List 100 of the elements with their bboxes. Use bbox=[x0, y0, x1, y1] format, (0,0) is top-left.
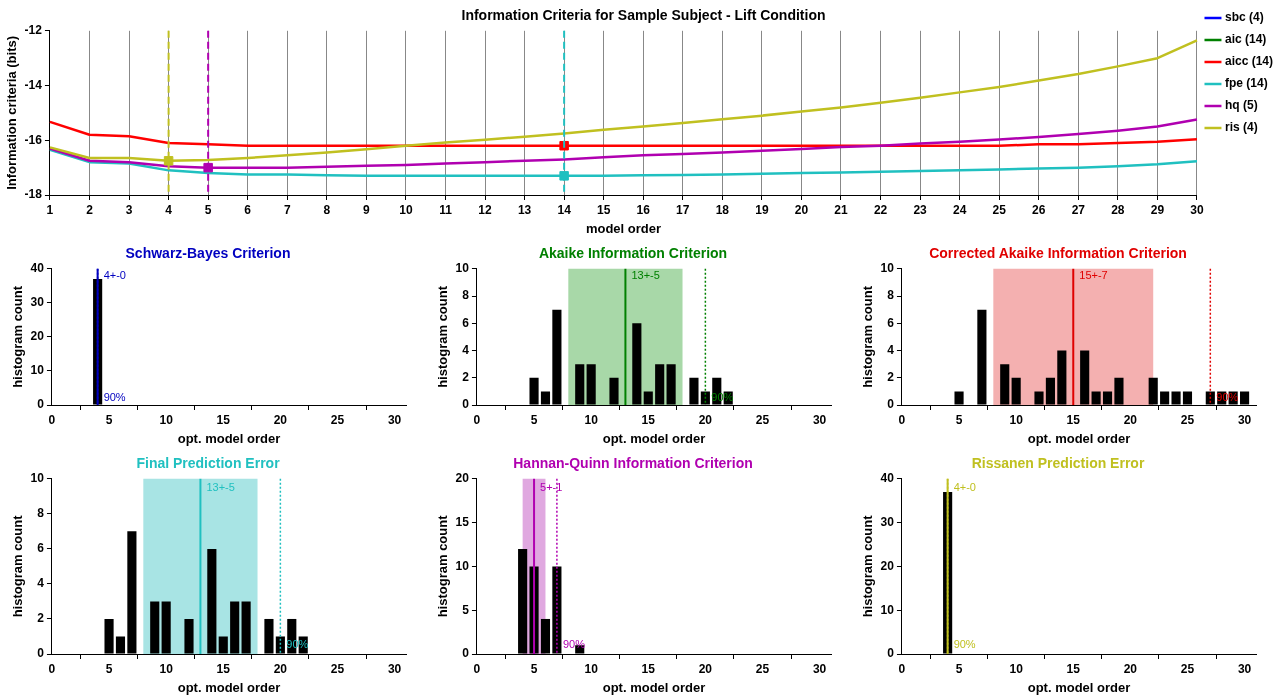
chart-title: Rissanen Prediction Error bbox=[971, 455, 1145, 472]
x-tick-label: 14 bbox=[557, 202, 572, 217]
x-tick-label: 22 bbox=[873, 202, 888, 217]
x-tick-label: 4 bbox=[165, 202, 173, 217]
y-tick-label: 10 bbox=[30, 471, 45, 486]
x-tick-label: 15 bbox=[216, 412, 231, 427]
y-tick-label: 6 bbox=[37, 541, 45, 556]
x-tick-label: 5 bbox=[530, 412, 538, 427]
y-tick-label: 2 bbox=[887, 370, 895, 385]
y-axis-title: histogram count bbox=[435, 514, 451, 618]
chart-title: Corrected Akaike Information Criterion bbox=[929, 245, 1187, 262]
x-tick-label: 3 bbox=[125, 202, 133, 217]
x-tick-label: 15 bbox=[1066, 661, 1081, 676]
y-tick-label: 10 bbox=[880, 602, 895, 617]
x-tick-label: 25 bbox=[1180, 412, 1195, 427]
x-tick-label: 5 bbox=[105, 661, 113, 676]
y-tick-label: -12 bbox=[24, 23, 43, 38]
x-tick-label: 10 bbox=[1009, 661, 1024, 676]
y-axis-title: histogram count bbox=[860, 514, 876, 618]
x-tick-label: 19 bbox=[755, 202, 769, 217]
x-tick-label: 8 bbox=[323, 202, 331, 217]
x-tick-label: 25 bbox=[330, 412, 345, 427]
x-tick-label: 0 bbox=[48, 661, 56, 676]
annotation: 13+-5 bbox=[206, 480, 235, 493]
legend-label: aic (14) bbox=[1224, 32, 1267, 47]
annotation: 90% bbox=[562, 638, 586, 651]
x-tick-label: 30 bbox=[1237, 661, 1252, 676]
y-tick-label: 40 bbox=[880, 471, 895, 486]
x-tick-label: 20 bbox=[273, 661, 288, 676]
y-tick-label: 5 bbox=[462, 602, 470, 617]
x-tick-label: 23 bbox=[913, 202, 928, 217]
x-tick-label: 26 bbox=[1032, 202, 1046, 217]
x-tick-label: 10 bbox=[584, 661, 599, 676]
chart-title: Akaike Information Criterion bbox=[538, 245, 728, 262]
annotation: 4+-0 bbox=[953, 480, 976, 493]
y-tick-label: 40 bbox=[30, 261, 45, 276]
y-tick-label: 0 bbox=[462, 397, 470, 412]
x-tick-label: 20 bbox=[794, 202, 809, 217]
chart-title: Information Criteria for Sample Subject - Lift Condition bbox=[461, 7, 826, 24]
x-tick-label: 30 bbox=[387, 661, 402, 676]
y-tick-label: 10 bbox=[30, 363, 45, 378]
x-tick-label: 10 bbox=[584, 412, 599, 427]
x-tick-label: 25 bbox=[1180, 661, 1195, 676]
x-tick-label: 30 bbox=[1190, 202, 1204, 217]
x-axis-title: opt. model order bbox=[602, 679, 706, 695]
x-axis-title: opt. model order bbox=[602, 430, 706, 446]
x-tick-label: 10 bbox=[1009, 412, 1024, 427]
x-tick-label: 2 bbox=[86, 202, 94, 217]
y-tick-label: 20 bbox=[880, 558, 895, 573]
chart-title: Hannan-Quinn Information Criterion bbox=[513, 455, 753, 472]
x-tick-label: 15 bbox=[216, 661, 231, 676]
x-axis-title: opt. model order bbox=[1027, 430, 1131, 446]
x-axis-title: model order bbox=[585, 220, 662, 236]
y-tick-label: 2 bbox=[462, 370, 470, 385]
legend-label: ris (4) bbox=[1224, 120, 1258, 135]
x-tick-label: 6 bbox=[244, 202, 252, 217]
x-tick-label: 20 bbox=[1123, 661, 1138, 676]
legend-label: fpe (14) bbox=[1224, 76, 1268, 91]
y-tick-label: 4 bbox=[887, 342, 895, 357]
x-tick-label: 25 bbox=[755, 412, 770, 427]
annotation: 4+-0 bbox=[103, 268, 126, 281]
x-tick-label: 20 bbox=[1123, 412, 1138, 427]
x-tick-label: 0 bbox=[898, 661, 906, 676]
x-tick-label: 1 bbox=[46, 202, 54, 217]
legend-label: aicc (14) bbox=[1224, 54, 1273, 69]
x-tick-label: 10 bbox=[159, 412, 174, 427]
y-tick-label: 20 bbox=[455, 471, 470, 486]
x-axis-title: opt. model order bbox=[177, 679, 281, 695]
x-tick-label: 20 bbox=[698, 661, 713, 676]
x-tick-label: 18 bbox=[715, 202, 730, 217]
x-tick-label: 15 bbox=[641, 412, 656, 427]
x-tick-label: 20 bbox=[698, 412, 713, 427]
y-tick-label: 4 bbox=[462, 342, 470, 357]
x-tick-label: 17 bbox=[676, 202, 690, 217]
annotation: 90% bbox=[103, 391, 126, 404]
annotation: 5+-1 bbox=[540, 480, 563, 493]
y-axis-title: histogram count bbox=[435, 285, 451, 388]
y-tick-label: 10 bbox=[880, 261, 895, 276]
x-tick-label: 5 bbox=[105, 412, 113, 427]
x-tick-label: 5 bbox=[955, 661, 963, 676]
x-tick-label: 30 bbox=[387, 412, 402, 427]
x-tick-label: 12 bbox=[478, 202, 493, 217]
x-tick-label: 25 bbox=[992, 202, 1007, 217]
legend-label: sbc (4) bbox=[1224, 10, 1264, 25]
y-tick-label: 0 bbox=[37, 397, 45, 412]
y-tick-label: 8 bbox=[462, 288, 470, 303]
x-tick-label: 20 bbox=[273, 412, 288, 427]
x-tick-label: 27 bbox=[1071, 202, 1086, 217]
x-tick-label: 30 bbox=[812, 661, 827, 676]
y-tick-label: 0 bbox=[37, 646, 45, 661]
x-tick-label: 15 bbox=[1066, 412, 1081, 427]
y-tick-label: 6 bbox=[887, 315, 895, 330]
x-tick-label: 28 bbox=[1111, 202, 1125, 217]
y-axis-title: histogram count bbox=[10, 285, 26, 388]
x-tick-label: 11 bbox=[439, 202, 453, 217]
legend-label: hq (5) bbox=[1224, 98, 1258, 113]
annotation: 15+-7 bbox=[1079, 268, 1108, 281]
x-tick-label: 0 bbox=[473, 412, 481, 427]
x-tick-label: 29 bbox=[1150, 202, 1165, 217]
x-tick-label: 0 bbox=[48, 412, 56, 427]
